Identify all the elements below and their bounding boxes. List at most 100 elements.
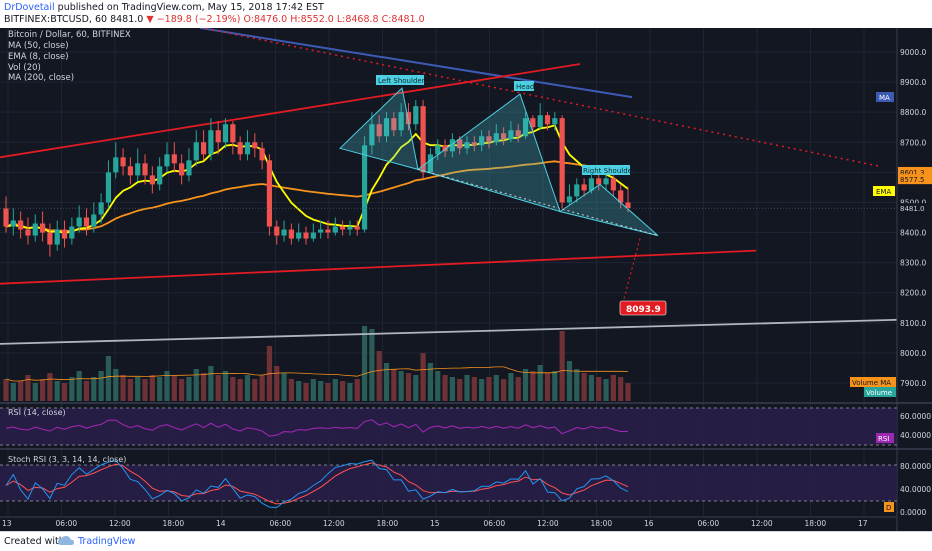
volume-bar [471,377,477,401]
rsi-tag [876,433,894,443]
price-tick: 8900.0 [900,78,926,87]
candle-body [237,142,243,155]
volume-bar [215,375,221,401]
tradingview-logo[interactable]: TradingView [78,536,136,547]
price-tag-text: 8601.3 [900,169,925,177]
candle-body [552,118,558,125]
candle-body [537,115,543,128]
chart-background [0,28,932,531]
time-axis[interactable]: 13 06:00 12:00 18:00 14 06:00 12:00 18:00 15 06:0… [2,519,868,528]
volume-bar [120,375,126,401]
candle-body [354,226,360,230]
volume-bar [39,379,46,401]
volume-bar [442,375,448,401]
price-tick: 8500.0 [900,198,926,207]
volume-bar [288,379,294,401]
created-with-text: Created with [4,536,65,547]
volume-bar [105,356,112,401]
candle-body [376,124,382,137]
volume-bar [230,377,236,401]
candle-body [522,118,529,137]
candle-body [457,139,463,149]
price-tick: 7900.0 [900,379,926,388]
candle-body [347,226,353,230]
right-shoulder-box [582,165,630,175]
price-tick: 8000.0 [900,349,926,358]
candle-body [91,214,97,227]
volume-bar [522,369,529,401]
candle-body [25,229,31,236]
candle-body [69,226,75,239]
rsi-tag-text: RSI [878,435,889,443]
volume-bar [537,365,543,401]
volume-bar [91,377,97,401]
volume-bar [164,371,170,401]
candle-body [61,229,68,239]
volume-bar [69,377,75,401]
candle-body [32,223,38,236]
legend-title: Bitcoin / Dollar, 60, BITFINEX [8,30,131,40]
volume-bar [47,373,53,401]
volume-bar [193,369,199,401]
head-shoulders-pattern [339,87,659,299]
volume-bar [171,375,177,401]
volume-bar [427,363,434,401]
volume-bar [486,377,492,401]
price-chart[interactable]: Bitcoin / Dollar, 60, BITFINEX MA (50, c… [0,28,932,531]
legend-ema8: EMA (8, close) [8,52,69,62]
volume-bar [186,377,192,401]
volume-bar [588,375,595,401]
target-value: 8093.9 [626,305,661,315]
rsi-line [5,419,628,437]
candle-body [544,115,551,125]
volume-bar [259,375,265,401]
price-tick: 8400.0 [900,229,926,238]
volume-bar [369,329,375,401]
volume-bar [61,383,68,401]
candle-body [303,232,309,239]
volume-bar [552,371,558,401]
volume-bar [25,375,31,401]
head-shape [416,93,561,213]
candle-body [3,208,9,227]
candle-body [464,142,470,149]
volume-ma-tag [850,377,896,387]
volume-bar [281,373,287,401]
volume-tag-text: Volume [866,389,892,397]
volume-bar [54,381,60,401]
volume-bar [157,377,163,401]
volume-bar [361,326,368,401]
candle-body [244,142,251,155]
candle-body [581,184,587,191]
volume-bar [354,379,360,401]
volume-bar [76,371,82,401]
candle-body [113,157,119,173]
candle-body [383,118,390,137]
left-shoulder-box [376,75,424,85]
volume-bar [574,369,580,401]
candle-body [332,226,338,233]
ma200-line [199,28,633,99]
volume-bar [252,379,258,401]
candle-body [391,118,397,131]
footer: Created with TradingView [0,531,932,551]
volume-bar [464,375,470,401]
candle-body [208,130,214,155]
stoch-tick-80: 80.0000 [900,462,931,471]
candle-body [157,166,163,185]
time-tick: 13 [2,519,12,528]
volume-bar [457,379,463,401]
price-tag-box [898,203,932,214]
legend: Bitcoin / Dollar, 60, BITFINEX MA (50, c… [8,30,131,83]
author-link[interactable]: DrDovetail [4,2,55,13]
candle-body [259,148,265,161]
price-axis[interactable] [897,28,932,531]
volume-bar [200,373,207,401]
rsi-tick-60: 60.0000 [900,412,931,421]
candle-body [142,163,148,176]
time-tick: 15 [430,519,440,528]
volume-bar [318,381,324,401]
volume-bar [479,379,485,401]
candle-body [288,229,294,239]
